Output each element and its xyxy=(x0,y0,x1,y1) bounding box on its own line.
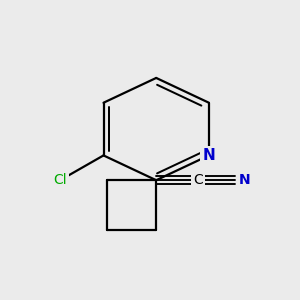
Text: N: N xyxy=(202,148,215,163)
Text: N: N xyxy=(239,173,250,187)
Text: Cl: Cl xyxy=(53,173,67,187)
Text: C: C xyxy=(193,173,203,187)
